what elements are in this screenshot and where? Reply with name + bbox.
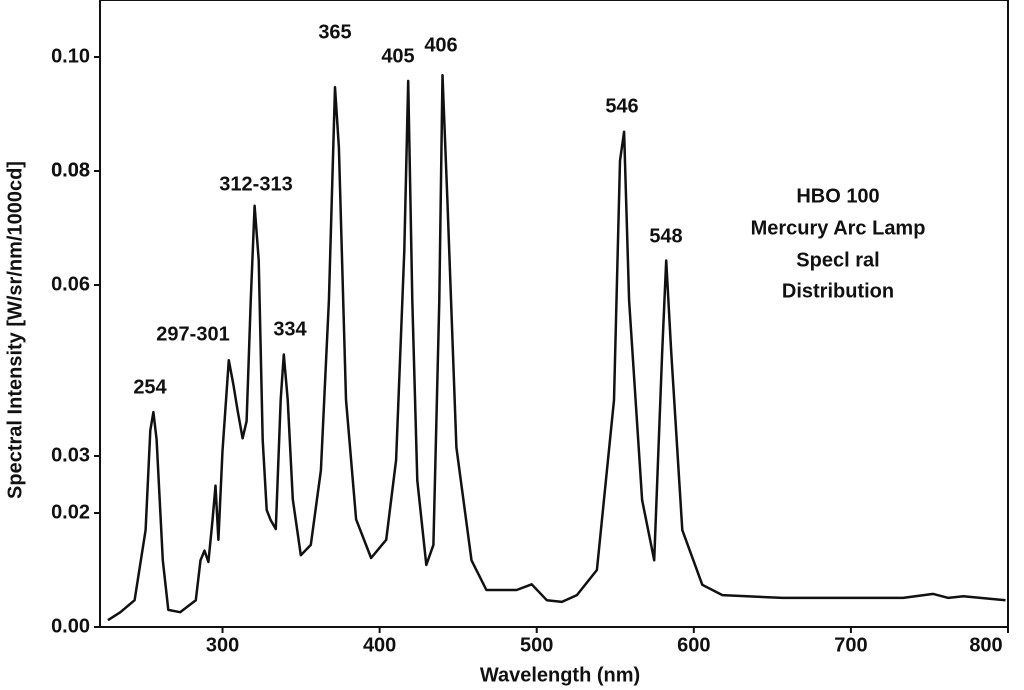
x-tick-label: 800 bbox=[969, 634, 1002, 656]
y-axis-label: Spectral Intensity [W/sr/nm/1000cd] bbox=[4, 161, 26, 499]
box-text: Mercury Arc Lamp bbox=[751, 217, 926, 239]
x-tick-label: 700 bbox=[834, 634, 867, 656]
peak-label: 312-313 bbox=[219, 173, 292, 195]
box-text: Specl ral bbox=[796, 249, 879, 271]
spectrum-line bbox=[107, 73, 1006, 622]
y-tick-label: 0.08 bbox=[51, 159, 90, 181]
y-tick-label: 0.02 bbox=[51, 501, 90, 523]
peak-label: 297-301 bbox=[156, 323, 229, 345]
y-tick-label: 0.08 bbox=[51, 159, 90, 181]
peak-label: 548 bbox=[649, 225, 682, 247]
x-tick-label: 400 bbox=[363, 634, 396, 656]
y-tick-label: 0.00 bbox=[51, 615, 90, 637]
peak-label: 406 bbox=[424, 34, 457, 56]
x-tick-label: 500 bbox=[520, 634, 553, 656]
box-text: HBO 100 bbox=[796, 185, 879, 207]
box-text: Distribution bbox=[782, 280, 894, 302]
peak-label: 546 bbox=[605, 95, 638, 117]
peak-label: 254 bbox=[133, 376, 167, 398]
y-tick-label: 0.10 bbox=[51, 45, 90, 67]
peak-label: 334 bbox=[273, 318, 307, 340]
x-tick-label: 300 bbox=[206, 634, 239, 656]
x-axis-label: Wavelength (nm) bbox=[480, 664, 640, 686]
x-tick-label: 600 bbox=[677, 634, 710, 656]
peak-label: 405 bbox=[381, 45, 414, 67]
peak-label: 365 bbox=[318, 21, 351, 43]
plot-frame bbox=[99, 0, 1009, 628]
y-tick-label: 0.03 bbox=[51, 444, 90, 466]
y-tick-label: 0.06 bbox=[51, 273, 90, 295]
